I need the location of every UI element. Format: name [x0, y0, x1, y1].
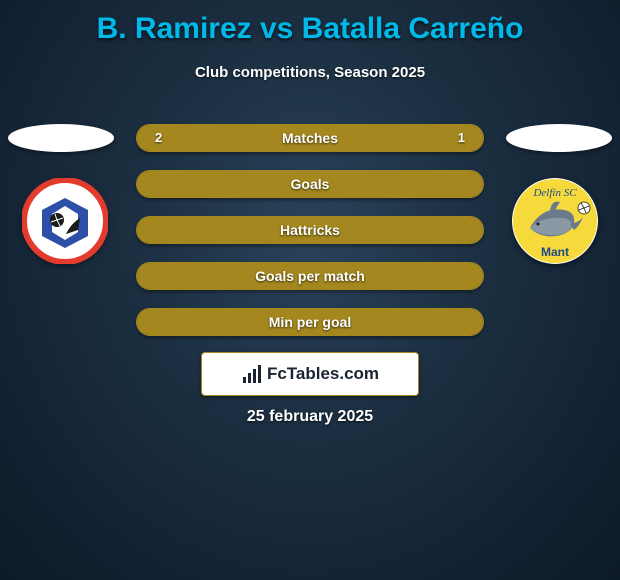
chart-icon — [241, 363, 263, 385]
manta-fc-logo-icon — [22, 178, 108, 264]
player-ellipse-right — [506, 124, 612, 152]
bar-val-left: 2 — [155, 125, 162, 151]
bar-label: Goals per match — [137, 263, 483, 289]
bar-label: Matches — [137, 125, 483, 151]
subtitle: Club competitions, Season 2025 — [0, 64, 620, 81]
stat-bar: Matches2 1 — [136, 124, 484, 152]
bar-val-right: 1 — [458, 125, 465, 151]
club-logo-left — [22, 178, 108, 264]
stat-bars: Matches2 1 Goals Hattricks Goals per match Mi… — [136, 124, 484, 354]
stat-bar: Goals — [136, 170, 484, 198]
bar-label: Hattricks — [137, 217, 483, 243]
date-text: 25 february 2025 — [0, 408, 620, 426]
stat-bar: Min per goal — [136, 308, 484, 336]
player-ellipse-left — [8, 124, 114, 152]
page-title: B. Ramirez vs Batalla Carreño — [0, 0, 620, 46]
logo-right-bottom-text: Mant — [541, 245, 569, 259]
logo-right-top-text: Delfín SC — [532, 187, 577, 199]
bar-label: Min per goal — [137, 309, 483, 335]
club-logo-right: Delfín SC Mant — [512, 178, 598, 264]
stat-bar: Goals per match — [136, 262, 484, 290]
bar-label: Goals — [137, 171, 483, 197]
delfin-sc-logo-icon: Delfín SC Mant — [512, 178, 598, 264]
stat-bar: Hattricks — [136, 216, 484, 244]
brand-text: FcTables.com — [267, 364, 379, 384]
brand-box[interactable]: FcTables.com — [201, 352, 419, 396]
